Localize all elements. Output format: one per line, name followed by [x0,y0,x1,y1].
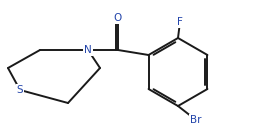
Text: Br: Br [190,115,202,125]
Text: O: O [114,13,122,23]
Text: S: S [17,85,23,95]
Text: N: N [84,45,92,55]
Text: F: F [177,17,183,27]
